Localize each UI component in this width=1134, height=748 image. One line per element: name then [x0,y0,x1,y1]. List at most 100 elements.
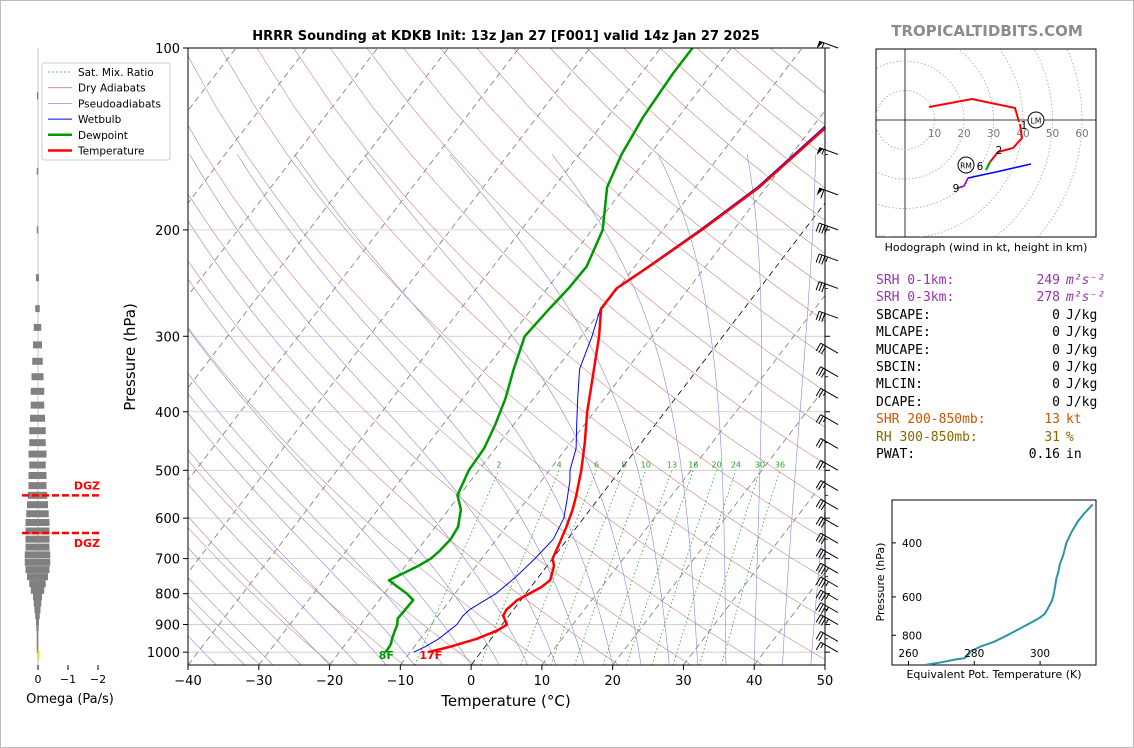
ytick-label: 700 [155,553,180,568]
pseudoadiabat [782,154,816,665]
isotherm--10 [400,109,825,665]
pseudoadiabat [189,154,557,665]
pseudoadiabat [188,412,415,665]
brand-watermark: TROPICALTIDBITS.COM [891,22,1083,40]
xtick-label: 0 [467,674,475,689]
wind-barb [816,187,839,199]
skewt-axes-frame [187,47,826,666]
sat-mix-label: 4 [557,460,562,469]
hodograph-trace: LM RM 1 26 9 [928,97,1045,195]
surface-dewpoint-label: 8F [379,649,394,662]
omega-bar [25,543,50,551]
ytick-label: 900 [155,619,180,634]
dry-adiabat [293,48,825,540]
wind-barb [815,480,839,491]
wind-barb [815,414,839,425]
param-unit: m²s⁻² [1066,290,1106,306]
skewt-ticks: −40 −30 −20 −10 0 10 20 30 40 50 100 200 300 400 500 60… [147,42,833,689]
isotherm--30 [258,48,732,665]
omega-bar [24,558,51,566]
pseudoadiabat [237,154,585,665]
xtick-label: −20 [316,674,343,689]
hodo-height-label: 9 [953,183,960,195]
omega-tick-label: 0 [35,673,42,686]
pseudoadiabat [746,154,762,665]
omega-bar [36,618,39,626]
xtick-label: −30 [245,674,272,689]
surface-temperature-label: 17F [419,649,442,662]
param-label: MUCAPE: [876,342,931,358]
theta-e-xlabel: Equivalent Pot. Temperature (K) [906,668,1081,681]
param-unit: J/kg [1066,394,1098,410]
pseudoadiabat [449,154,670,665]
theta-e-xtick-label: 300 [1030,648,1050,660]
wind-barb [815,614,839,626]
omega-bar [29,427,46,435]
param-unit: J/kg [1066,377,1098,393]
omega-bar [35,612,40,620]
omega-bar [33,341,42,349]
param-row: DCAPE: 0 J/kg [876,394,1126,411]
sat-mix-ratio-line [699,470,761,665]
sounding-parameters: SRH 0-1km: 249 m²s⁻² SRH 0-3km: 278 m²s⁻² SBCA… [876,272,1126,463]
hodo-ring [876,90,935,150]
param-row: SBCAPE: 0 J/kg [876,307,1126,324]
theta-e-ytick-label: 400 [902,538,922,550]
hodo-ring [994,49,1053,237]
isotherm--40 [188,48,661,665]
wind-barb [815,576,839,589]
dgz-label: DGZ [74,537,100,550]
hodograph-rings: 10 20 30 40 50 60 [876,49,1096,237]
param-label: SBCAPE: [876,307,931,323]
param-label: PWAT: [876,446,916,462]
skewt-series [384,48,825,654]
param-unit: in [1066,446,1082,462]
wind-barb [815,438,839,449]
param-value: 0 [1052,359,1060,375]
wind-barb [815,310,839,323]
ytick-label: 100 [155,42,180,57]
dry-adiabat [188,124,763,665]
ytick-label: 800 [155,588,180,603]
hodo-ring [1037,49,1083,237]
hodo-segment-mid [989,123,1024,163]
sat-mix-ratio-line [550,470,625,665]
param-value: 0.16 [1028,446,1060,462]
dry-adiabat [256,48,825,579]
omega-bar [36,274,39,282]
param-row: PWAT: 0.16 in [876,446,1126,463]
legend-entry: Wetbulb [78,114,122,126]
pseudoadiabat [364,154,642,665]
omega-bar [36,623,39,631]
omega-bar [36,640,39,648]
legend-entry: Dewpoint [78,130,128,142]
sat-mix-label: 6 [594,460,599,469]
ytick-label: 1000 [147,646,180,661]
sat-mix-ratio-line [520,470,597,665]
sat-mix-label: 10 [641,460,651,469]
param-label: SRH 0-3km: [876,290,955,306]
param-row: RH 300-850mb: 31% [876,429,1126,446]
omega-bar-surface [37,649,40,660]
dry-adiabat [366,48,825,465]
param-label: DCAPE: [876,394,923,410]
param-unit: J/kg [1066,307,1098,323]
param-value: 31 [1044,429,1060,445]
legend-entry: Temperature [77,146,145,158]
param-value: 13 [1044,412,1060,428]
param-row: SHR 200-850mb: 13 kt [876,411,1126,428]
wind-barb [815,641,839,653]
sat-mix-label: 20 [711,460,721,469]
pseudoadiabat [188,278,500,665]
theta-e-series [924,503,1094,665]
omega-bar [25,518,50,526]
wind-barb [815,281,839,293]
param-unit: J/kg [1066,325,1098,341]
param-value: 0 [1052,307,1060,323]
ytick-label: 500 [155,464,180,479]
wind-barb [815,459,839,471]
surface-temperature-labels: 8F 17F [379,649,442,662]
theta-e-ticks: 260 280 300 400 600 800 [892,538,1050,665]
omega-panel: 0 −1 −2 Omega (Pa/s) DGZ DGZ [22,48,114,707]
sat-mix-label: 13 [667,460,677,469]
